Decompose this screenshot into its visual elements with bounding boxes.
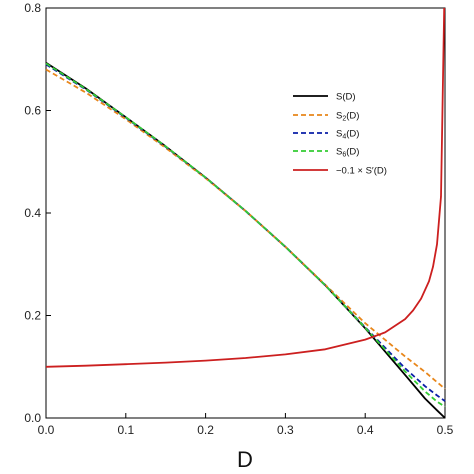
y-tick-label: 0.0 <box>24 411 41 425</box>
legend-label-s4: S4(D) <box>336 129 359 141</box>
series-deriv-line <box>45 7 446 368</box>
y-tick-label: 0.2 <box>24 309 41 323</box>
y-axis: 0.0 0.2 0.4 0.6 0.8 <box>24 1 51 425</box>
x-tick-label: 0.5 <box>437 423 454 437</box>
x-axis-label: D <box>237 447 253 472</box>
x-tick-label: 0.4 <box>357 423 374 437</box>
legend-label-s2: S2(D) <box>336 111 359 123</box>
x-tick-label: 0.2 <box>197 423 214 437</box>
x-tick-label: 0.1 <box>117 423 134 437</box>
y-tick-label: 0.6 <box>24 104 41 118</box>
series-s6-line <box>45 62 446 408</box>
x-tick-label: 0.0 <box>38 423 55 437</box>
y-tick-label: 0.4 <box>24 206 41 220</box>
legend-label-s6: S6(D) <box>336 147 359 159</box>
plot-frame <box>45 7 446 419</box>
series-layer <box>45 7 446 419</box>
legend-label-deriv: −0.1 × S′(D) <box>336 166 387 177</box>
y-tick-label: 0.8 <box>24 1 41 15</box>
legend-label-s: S(D) <box>336 92 356 103</box>
legend: S(D) S2(D) S4(D) S6(D) −0.1 × S′(D) <box>293 92 387 177</box>
x-tick-label: 0.3 <box>277 423 294 437</box>
series-s2-line <box>45 68 446 390</box>
x-axis: 0.0 0.1 0.2 0.3 0.4 0.5 <box>38 413 454 437</box>
series-s4-line <box>45 63 446 402</box>
